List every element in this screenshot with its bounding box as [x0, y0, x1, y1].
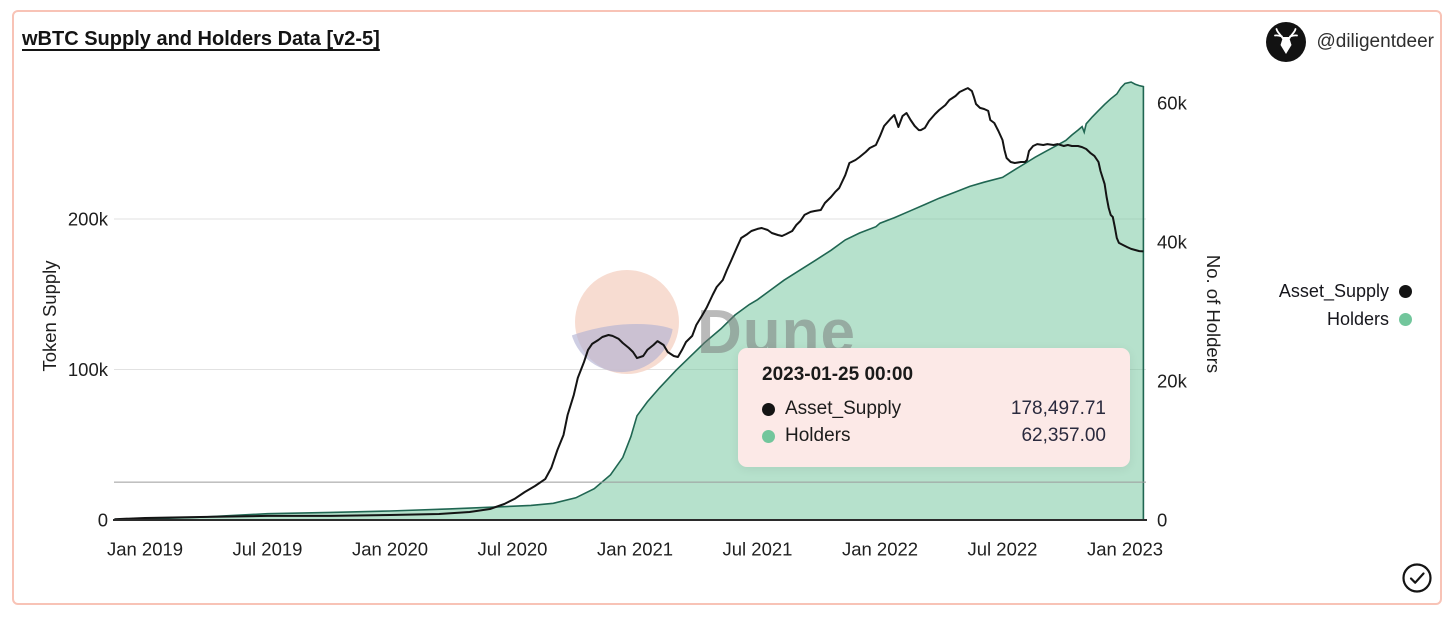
tooltip-series-label: Holders [785, 425, 851, 446]
tooltip-date: 2023-01-25 00:00 [762, 364, 914, 385]
legend-label: Asset_Supply [1278, 281, 1389, 301]
y-left-tick-label: 0 [98, 510, 108, 531]
y-right-tick-label: 20k [1157, 371, 1188, 392]
tooltip-row-asset-supply: Asset_Supply 178,497.71 [762, 398, 1106, 420]
x-tick-label: Jan 2019 [107, 539, 183, 560]
y-left-tick-label: 100k [68, 359, 109, 380]
tooltip-series-value: 62,357.00 [1021, 425, 1106, 446]
x-tick-label: Jul 2020 [478, 539, 548, 560]
tooltip-series-label: Asset_Supply [785, 398, 902, 419]
tooltip-series-value: 178,497.71 [1010, 398, 1106, 419]
holders-dot-icon [1399, 313, 1412, 326]
x-tick-label: Jan 2022 [842, 539, 918, 560]
author-handle: @diligentdeer [1316, 31, 1434, 52]
y-left-axis-title: Token Supply [39, 260, 60, 372]
y-right-axis-title: No. of Holders [1203, 255, 1224, 373]
asset-supply-dot-icon [762, 402, 775, 416]
holders-dot-icon [762, 429, 775, 443]
holders-area-edge [114, 81, 1145, 521]
deer-avatar-icon [1266, 22, 1307, 62]
check-icon[interactable] [1400, 561, 1434, 595]
hover-tooltip: 2023-01-25 00:00 Asset_Supply 178,497.71… [738, 348, 1130, 467]
tooltip-row-holders: Holders 62,357.00 [762, 425, 1106, 447]
legend-item-holders[interactable]: Holders [1279, 309, 1412, 330]
x-tick-label: Jul 2022 [968, 539, 1038, 560]
y-right-tick-label: 40k [1157, 232, 1188, 253]
legend-item-asset-supply[interactable]: Asset_Supply [1279, 281, 1412, 302]
y-right-tick-label: 0 [1157, 510, 1167, 531]
legend-label: Holders [1326, 309, 1389, 329]
x-tick-label: Jan 2023 [1087, 539, 1163, 560]
chart-title-link[interactable]: wBTC Supply and Holders Data [v2-5] [22, 28, 380, 50]
x-tick-label: Jan 2020 [352, 539, 428, 560]
x-tick-label: Jan 2021 [597, 539, 673, 560]
author-chip[interactable]: @diligentdeer [1266, 22, 1434, 62]
asset-supply-dot-icon [1399, 285, 1412, 298]
x-tick-label: Jul 2019 [233, 539, 303, 560]
x-tick-label: Jul 2021 [723, 539, 793, 560]
chart-legend: Asset_Supply Holders [1279, 281, 1412, 330]
asset-supply-line [114, 87, 1144, 521]
y-right-tick-label: 60k [1157, 93, 1188, 114]
y-left-tick-label: 200k [68, 209, 109, 230]
